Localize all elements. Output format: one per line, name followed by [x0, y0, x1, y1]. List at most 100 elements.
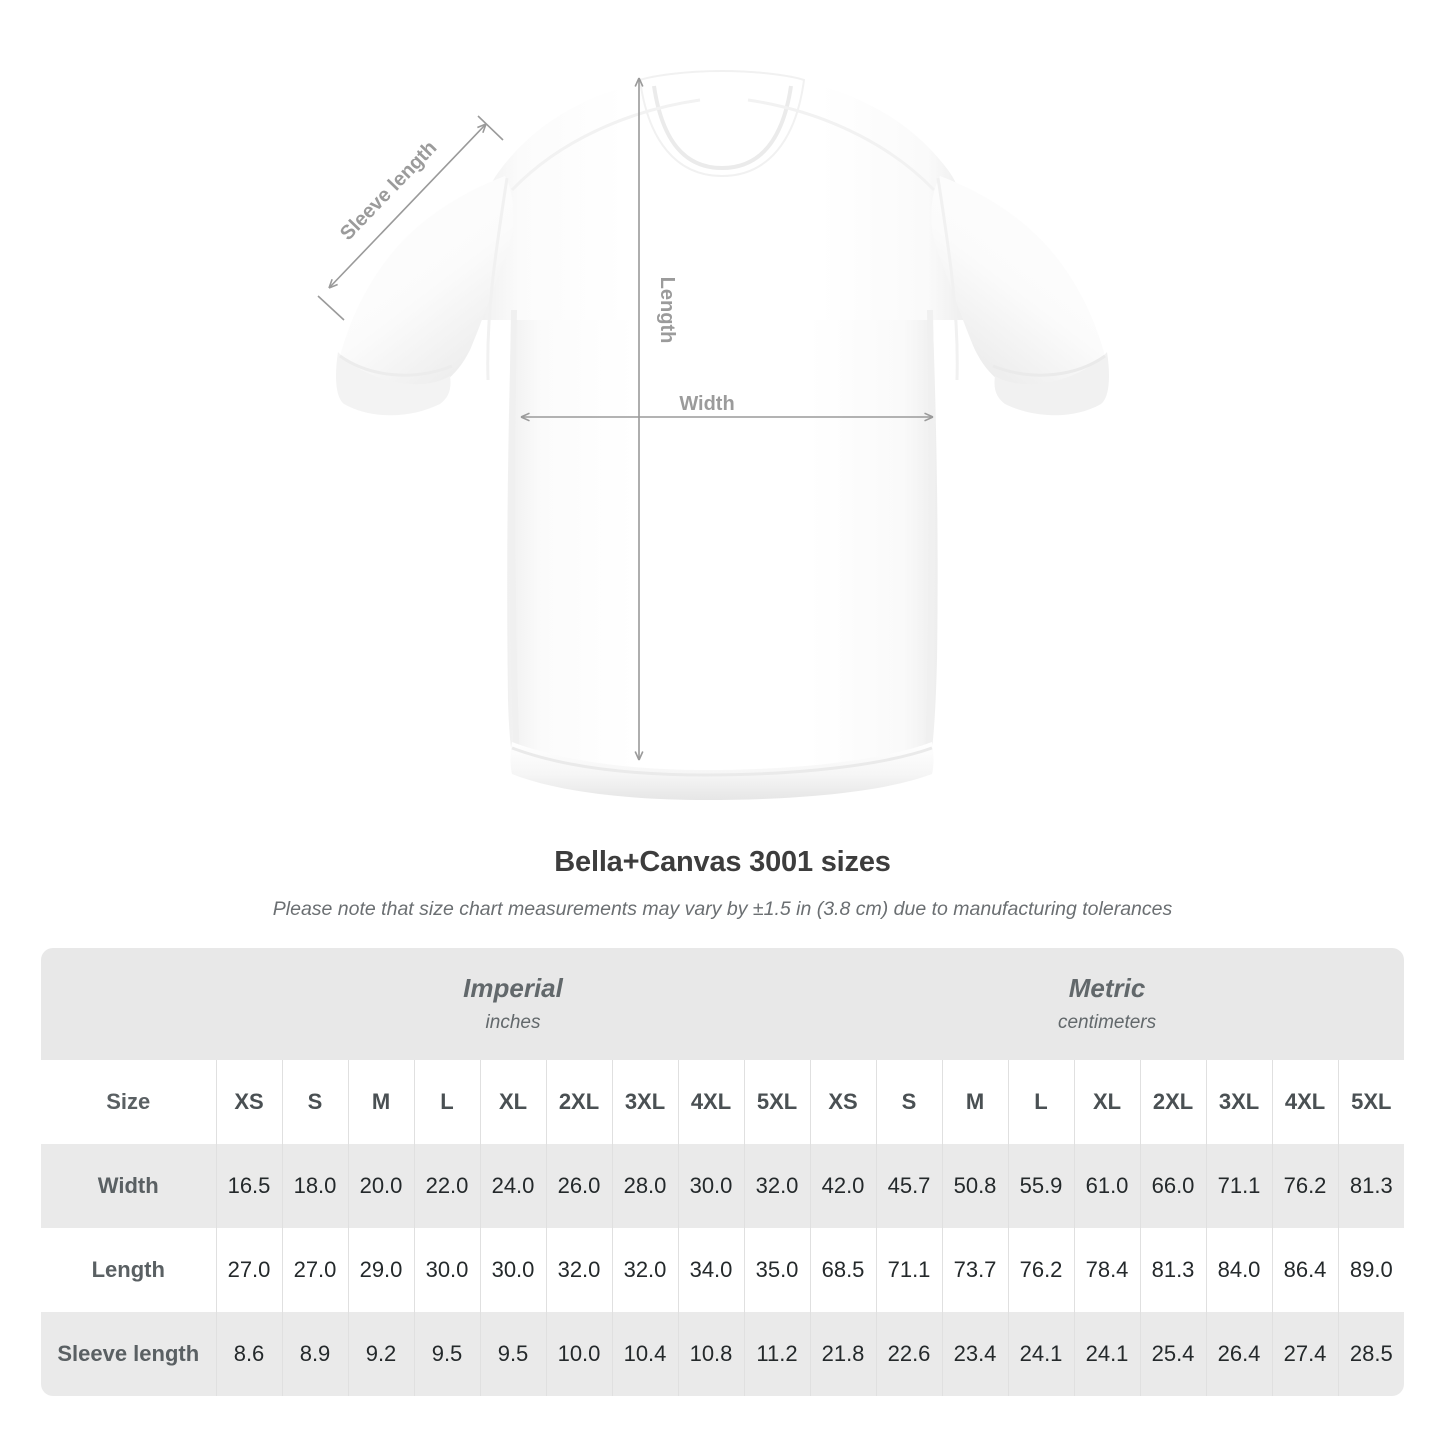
- size-header-cell: L: [1007, 1060, 1075, 1144]
- row-label-width: Width: [41, 1144, 216, 1228]
- size-header-cell: 2XL: [545, 1060, 612, 1144]
- size-header-cell: M: [941, 1060, 1009, 1144]
- table-cell: 45.7: [875, 1144, 943, 1228]
- page-title: Bella+Canvas 3001 sizes: [554, 846, 891, 878]
- table-cell: 32.0: [611, 1228, 678, 1312]
- size-header-cell: 3XL: [1205, 1060, 1273, 1144]
- table-cell: 10.4: [611, 1312, 678, 1396]
- row-label-sleeve-length: Sleeve length: [41, 1312, 216, 1396]
- size-header-cell: XS: [809, 1060, 877, 1144]
- unit-section-imperial: Imperial inches: [216, 948, 811, 1060]
- table-cell: 42.0: [809, 1144, 877, 1228]
- table-cell: 10.0: [545, 1312, 612, 1396]
- table-cell: 32.0: [545, 1228, 612, 1312]
- table-row: Length 27.0 27.0 29.0 30.0 30.0 32.0 32.…: [41, 1228, 1405, 1312]
- table-cell: 68.5: [809, 1228, 877, 1312]
- table-cell: 55.9: [1007, 1144, 1075, 1228]
- table-cell: 23.4: [941, 1312, 1009, 1396]
- table-cell: 20.0: [347, 1144, 414, 1228]
- table-cell: 18.0: [281, 1144, 348, 1228]
- tshirt-illustration: Sleeve length Length Width: [317, 69, 1109, 800]
- table-cell: 11.2: [743, 1312, 811, 1396]
- table-cell: 76.2: [1271, 1144, 1339, 1228]
- table-cell: 71.1: [1205, 1144, 1273, 1228]
- table-cell: 29.0: [347, 1228, 414, 1312]
- size-header-cell: S: [281, 1060, 348, 1144]
- table-cell: 27.0: [215, 1228, 282, 1312]
- size-header-cell: S: [875, 1060, 943, 1144]
- table-cell: 71.1: [875, 1228, 943, 1312]
- table-cell: 86.4: [1271, 1228, 1339, 1312]
- size-header-cell: XS: [215, 1060, 282, 1144]
- table-cell: 84.0: [1205, 1228, 1273, 1312]
- table-cell: 9.5: [479, 1312, 546, 1396]
- table-cell: 27.4: [1271, 1312, 1339, 1396]
- table-cell: 8.9: [281, 1312, 348, 1396]
- size-header-cell: 3XL: [611, 1060, 678, 1144]
- table-cell: 30.0: [479, 1228, 546, 1312]
- table-cell: 25.4: [1139, 1312, 1207, 1396]
- table-cell: 26.0: [545, 1144, 612, 1228]
- unit-sub-metric: centimeters: [1057, 1012, 1157, 1034]
- size-header-cell: 4XL: [677, 1060, 744, 1144]
- table-cell: 9.5: [413, 1312, 480, 1396]
- table-cell: 78.4: [1073, 1228, 1141, 1312]
- table-cell: 10.8: [677, 1312, 744, 1396]
- table-cell: 81.3: [1337, 1144, 1405, 1228]
- size-header-cell: L: [413, 1060, 480, 1144]
- table-cell: 26.4: [1205, 1312, 1273, 1396]
- table-cell: 8.6: [215, 1312, 282, 1396]
- table-cell: 24.1: [1007, 1312, 1075, 1396]
- size-header-cell: XL: [1073, 1060, 1141, 1144]
- sleeve-length-arrow: [328, 123, 487, 289]
- size-header-cell: 5XL: [743, 1060, 811, 1144]
- size-chart-table: Imperial inches Metric centimeters Size …: [41, 948, 1405, 1396]
- table-cell: 76.2: [1007, 1228, 1075, 1312]
- annotation-width: Width: [679, 393, 734, 415]
- title-block: Bella+Canvas 3001 sizes Please note that…: [0, 845, 1445, 921]
- table-cell: 27.0: [281, 1228, 348, 1312]
- table-cell: 28.0: [611, 1144, 678, 1228]
- row-label-length: Length: [41, 1228, 216, 1312]
- table-cell: 30.0: [413, 1228, 480, 1312]
- unit-name-imperial: Imperial: [463, 973, 563, 1004]
- annotation-length: Length: [656, 277, 678, 344]
- shirt-body: [480, 69, 966, 781]
- right-sleeve: [931, 176, 1109, 416]
- table-cell: 9.2: [347, 1312, 414, 1396]
- shirt-hem: [510, 742, 934, 800]
- table-cell: 24.1: [1073, 1312, 1141, 1396]
- tshirt-diagram: Sleeve length Length Width: [317, 69, 1109, 800]
- table-cell: 21.8: [809, 1312, 877, 1396]
- unit-section-metric: Metric centimeters: [810, 948, 1405, 1060]
- size-header-cell: 2XL: [1139, 1060, 1207, 1144]
- table-cell: 81.3: [1139, 1228, 1207, 1312]
- unit-name-metric: Metric: [1068, 973, 1146, 1004]
- table-cell: 34.0: [677, 1228, 744, 1312]
- size-table-container: Imperial inches Metric centimeters Size …: [41, 948, 1405, 1396]
- table-cell: 73.7: [941, 1228, 1009, 1312]
- table-cell: 22.0: [413, 1144, 480, 1228]
- table-cell: 50.8: [941, 1144, 1009, 1228]
- unit-band-spacer: [41, 948, 216, 1060]
- table-cell: 30.0: [677, 1144, 744, 1228]
- table-cell: 35.0: [743, 1228, 811, 1312]
- table-cell: 28.5: [1337, 1312, 1405, 1396]
- table-cell: 22.6: [875, 1312, 943, 1396]
- table-cell: 24.0: [479, 1144, 546, 1228]
- measurement-arrows: [317, 77, 934, 761]
- table-cell: 16.5: [215, 1144, 282, 1228]
- table-cell: 89.0: [1337, 1228, 1405, 1312]
- sleeve-arrow-tick-start: [317, 295, 345, 321]
- size-header-cell: M: [347, 1060, 414, 1144]
- tolerance-note: Please note that size chart measurements…: [272, 897, 1173, 920]
- row-label-size: Size: [41, 1060, 216, 1144]
- size-header-cell: XL: [479, 1060, 546, 1144]
- unit-sub-imperial: inches: [485, 1012, 541, 1034]
- table-row: Sleeve length 8.6 8.9 9.2 9.5 9.5 10.0 1…: [41, 1312, 1405, 1396]
- table-cell: 66.0: [1139, 1144, 1207, 1228]
- table-cell: 61.0: [1073, 1144, 1141, 1228]
- size-header-cell: 5XL: [1337, 1060, 1405, 1144]
- size-header-cell: 4XL: [1271, 1060, 1339, 1144]
- sleeve-arrow-tick-end: [477, 115, 504, 141]
